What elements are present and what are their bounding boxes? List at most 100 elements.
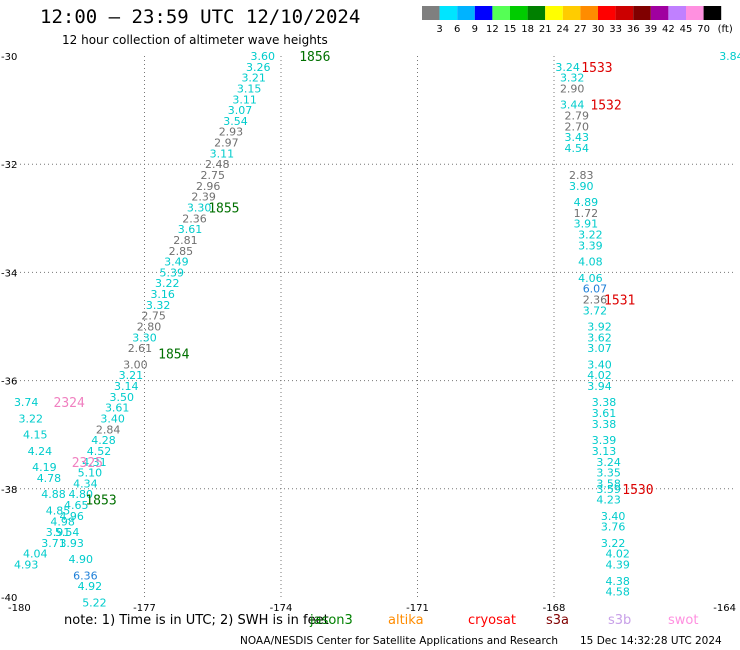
wave-height-value: 5.39 bbox=[160, 266, 185, 279]
wave-height-value: 4.65 bbox=[64, 499, 89, 512]
wave-height-value: 4.28 bbox=[91, 434, 116, 447]
wave-height-value: 3.59 bbox=[596, 483, 621, 496]
colorbar-tick: 33 bbox=[609, 24, 622, 35]
satellite-legend-item: s3b bbox=[608, 613, 632, 628]
footer-note: note: 1) Time is in UTC; 2) SWH is in fe… bbox=[64, 613, 329, 628]
wave-height-value: 4.96 bbox=[59, 510, 84, 523]
wave-height-value: 2.61 bbox=[128, 342, 153, 355]
wave-height-value: 3.43 bbox=[565, 131, 590, 144]
satellite-legend-item: s3a bbox=[546, 613, 570, 628]
wave-height-value: 4.85 bbox=[46, 504, 71, 517]
pass-label: 1531 bbox=[604, 293, 635, 308]
colorbar-swatch bbox=[598, 6, 616, 20]
wave-height-value: 4.02 bbox=[605, 548, 630, 561]
pass-label: 1856 bbox=[299, 50, 330, 65]
wave-height-value: 4.02 bbox=[587, 369, 612, 382]
wave-height-value: 4.19 bbox=[32, 461, 57, 474]
satellite-legend-item: jason3 bbox=[310, 613, 353, 628]
wave-height-value: 1.72 bbox=[574, 207, 599, 220]
wave-height-value: 2.75 bbox=[141, 310, 166, 323]
wave-height-value: 3.90 bbox=[569, 180, 594, 193]
wave-height-value: 3.22 bbox=[155, 277, 180, 290]
colorbar-unit: (ft) bbox=[718, 24, 733, 35]
wave-height-value: 3.11 bbox=[210, 147, 235, 160]
colorbar-swatch bbox=[650, 6, 669, 20]
colorbar-legend: 3 6 9 12 15 18 21 24 27 30 33 36 39 42 45 70 (ft) bbox=[422, 6, 733, 35]
wave-height-value: 3.24 bbox=[596, 456, 621, 469]
pass-label: 1533 bbox=[581, 61, 612, 76]
wave-height-value: 4.39 bbox=[605, 559, 630, 572]
generated-time: 15 Dec 14:32:28 UTC 2024 bbox=[580, 635, 722, 647]
colorbar-swatch bbox=[457, 6, 475, 20]
wave-height-value: 3.54 bbox=[223, 115, 248, 128]
colorbar-swatch bbox=[580, 6, 598, 20]
wave-height-value: 2.81 bbox=[173, 234, 198, 247]
colorbar-tick: 9 bbox=[472, 24, 478, 35]
colorbar-tick: 36 bbox=[627, 24, 640, 35]
colorbar-swatch bbox=[510, 6, 528, 20]
wave-height-value: 2.36 bbox=[182, 212, 207, 225]
wave-height-value: 3.39 bbox=[578, 239, 603, 252]
colorbar-tick: 12 bbox=[486, 24, 499, 35]
satellite-legend-item: altika bbox=[388, 613, 424, 628]
colorbar-tick: 24 bbox=[556, 24, 569, 35]
wave-height-value: 3.61 bbox=[105, 402, 130, 415]
y-tick-label: -30 bbox=[1, 52, 17, 63]
wave-height-value: 4.15 bbox=[23, 429, 48, 442]
x-tick-label: -180 bbox=[8, 603, 31, 614]
wave-height-value: 3.14 bbox=[114, 380, 139, 393]
pass-label: 2325 bbox=[72, 456, 103, 471]
pass-labels: 1856 1855 1854 1853 2324 2325 1533 1532 1531 1530 bbox=[54, 50, 654, 509]
colorbar-swatch bbox=[562, 6, 581, 20]
colorbar-tick: 27 bbox=[574, 24, 587, 35]
grid-lines bbox=[8, 56, 736, 597]
wave-height-value: 6.07 bbox=[583, 283, 608, 296]
axes: -180 -177 -174 -171 -168 -164 -30 -32 -34 -36 -38 -… bbox=[1, 52, 736, 614]
wave-height-value: 3.24 bbox=[555, 61, 580, 74]
wave-height-value: 3.26 bbox=[246, 61, 271, 74]
wave-height-value: 2.79 bbox=[565, 110, 590, 123]
y-tick-label: -36 bbox=[1, 377, 17, 388]
wave-height-value: 3.16 bbox=[150, 288, 175, 301]
wave-height-value: 4.04 bbox=[23, 548, 48, 561]
wave-height-value: 3.61 bbox=[178, 223, 203, 236]
pass-label: 1532 bbox=[590, 99, 621, 114]
wave-height-value: 2.70 bbox=[565, 120, 590, 133]
wave-height-value: 5.22 bbox=[82, 596, 107, 609]
pass-label: 1530 bbox=[622, 483, 653, 498]
colorbar-tick: 70 bbox=[697, 24, 710, 35]
colorbar-tick: 6 bbox=[454, 24, 460, 35]
x-tick-label: -177 bbox=[133, 603, 156, 614]
wave-height-value: 4.38 bbox=[605, 575, 630, 588]
wave-height-value: 3.13 bbox=[592, 445, 617, 458]
wave-height-value: 2.83 bbox=[569, 169, 594, 182]
wave-height-value: 4.88 bbox=[41, 488, 66, 501]
wave-height-value: 3.30 bbox=[187, 201, 212, 214]
colorbar-swatch bbox=[422, 6, 440, 20]
colorbar-swatch bbox=[633, 6, 651, 20]
colorbar-swatch bbox=[668, 6, 686, 20]
wave-height-value: 3.21 bbox=[119, 369, 144, 382]
wave-height-value: 4.52 bbox=[87, 445, 112, 458]
wave-height-value: 2.97 bbox=[214, 137, 239, 150]
colorbar-swatch bbox=[615, 6, 634, 20]
wave-height-value: 4.23 bbox=[596, 494, 621, 507]
wave-height-value: 3.74 bbox=[14, 396, 39, 409]
colorbar-tick: 3 bbox=[436, 24, 442, 35]
wave-height-value: 2.80 bbox=[137, 321, 162, 334]
wave-height-value: 4.90 bbox=[69, 553, 94, 566]
wave-height-value: 5.10 bbox=[78, 467, 103, 480]
y-tick-label: -34 bbox=[1, 268, 17, 279]
wave-height-value: 3.07 bbox=[228, 104, 253, 117]
wave-height-value: 3.40 bbox=[100, 412, 125, 425]
pass-label: 2324 bbox=[54, 396, 85, 411]
wave-height-value: 2.90 bbox=[560, 82, 585, 95]
satellite-legend-item: cryosat bbox=[468, 613, 516, 628]
wave-height-value: 4.58 bbox=[605, 586, 630, 599]
colorbar-tick: 21 bbox=[539, 24, 552, 35]
data-points: 3.603.263.213.153.113.073.542.932.973.11… bbox=[14, 50, 740, 609]
wave-height-value: 3.22 bbox=[601, 537, 626, 550]
wave-height-value: 6.36 bbox=[73, 569, 98, 582]
wave-height-value: 3.32 bbox=[146, 299, 171, 312]
colorbar-tick: 18 bbox=[521, 24, 534, 35]
